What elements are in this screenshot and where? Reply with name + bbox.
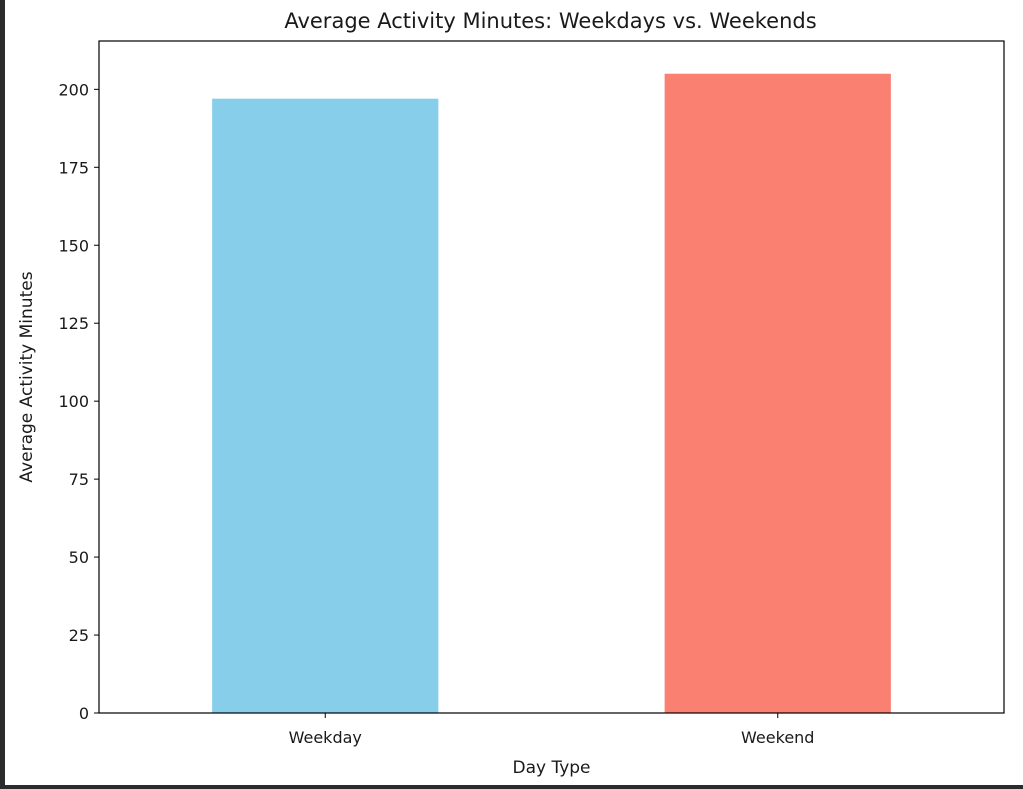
plot-area-frame [98, 40, 1005, 714]
x-tick-label: Weekend [741, 728, 814, 747]
bar-weekday [212, 98, 439, 714]
x-tick-label: Weekday [289, 728, 362, 747]
bars-layer [212, 73, 891, 714]
y-tick-label: 25 [69, 626, 89, 645]
x-axis-label: Day Type [512, 758, 590, 778]
y-tick-label: 50 [69, 548, 89, 567]
y-tick-label: 0 [79, 704, 89, 723]
y-axis-label: Average Activity Minutes [17, 271, 37, 482]
chart-title: Average Activity Minutes: Weekdays vs. W… [284, 9, 816, 33]
y-tick-label: 200 [58, 80, 89, 99]
y-tick-label: 150 [58, 236, 89, 255]
y-tick-label: 75 [69, 470, 89, 489]
y-tick-label: 175 [58, 158, 89, 177]
bar-weekend [664, 73, 891, 714]
x-axis: Weekday Weekend [289, 713, 814, 747]
window-bottom-border [0, 785, 1023, 789]
y-axis: 0 25 50 75 100 125 150 175 200 [58, 80, 99, 723]
y-tick-label: 100 [58, 392, 89, 411]
y-tick-label: 125 [58, 314, 89, 333]
